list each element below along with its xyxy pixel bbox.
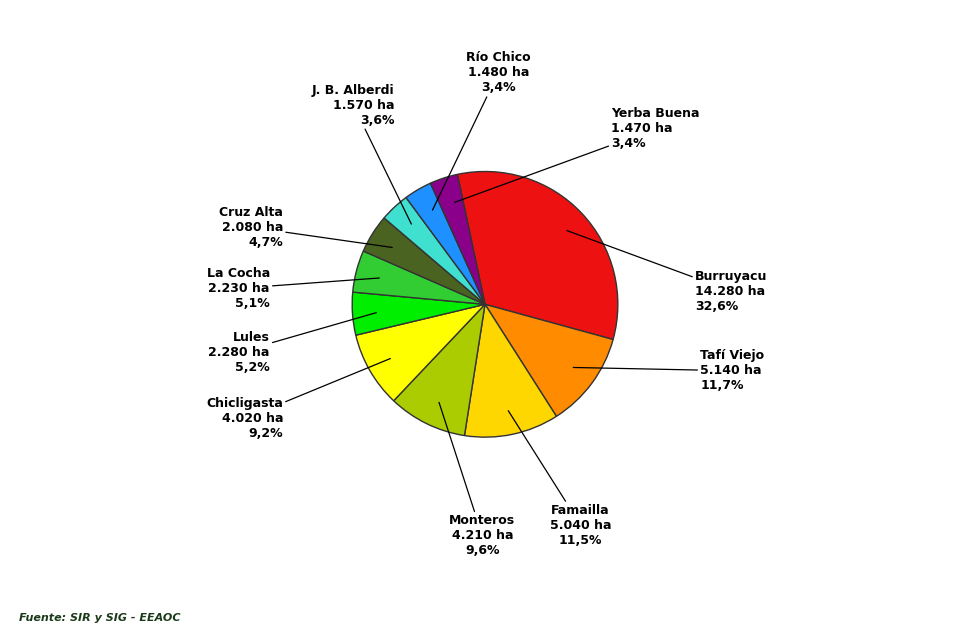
Wedge shape <box>484 304 612 417</box>
Wedge shape <box>352 292 484 335</box>
Wedge shape <box>393 304 484 436</box>
Text: Río Chico
1.480 ha
3,4%: Río Chico 1.480 ha 3,4% <box>432 51 530 210</box>
Text: La Cocha
2.230 ha
5,1%: La Cocha 2.230 ha 5,1% <box>206 267 379 310</box>
Wedge shape <box>430 174 484 304</box>
Wedge shape <box>457 171 617 339</box>
Wedge shape <box>406 183 484 304</box>
Text: Chicligasta
4.020 ha
9,2%: Chicligasta 4.020 ha 9,2% <box>206 358 390 440</box>
Text: Cruz Alta
2.080 ha
4,7%: Cruz Alta 2.080 ha 4,7% <box>219 206 391 249</box>
Wedge shape <box>363 218 484 304</box>
Text: Burruyacu
14.280 ha
32,6%: Burruyacu 14.280 ha 32,6% <box>566 231 766 313</box>
Text: Famailla
5.040 ha
11,5%: Famailla 5.040 ha 11,5% <box>508 411 610 547</box>
Text: Tafí Viejo
5.140 ha
11,7%: Tafí Viejo 5.140 ha 11,7% <box>573 349 764 392</box>
Wedge shape <box>384 198 484 304</box>
Wedge shape <box>356 304 484 401</box>
Text: Lules
2.280 ha
5,2%: Lules 2.280 ha 5,2% <box>208 313 376 373</box>
Text: Fuente: SIR y SIG - EEAOC: Fuente: SIR y SIG - EEAOC <box>19 613 180 623</box>
Text: J. B. Alberdi
1.570 ha
3,6%: J. B. Alberdi 1.570 ha 3,6% <box>312 84 411 224</box>
Text: Yerba Buena
1.470 ha
3,4%: Yerba Buena 1.470 ha 3,4% <box>454 108 699 202</box>
Wedge shape <box>353 251 484 304</box>
Wedge shape <box>464 304 556 437</box>
Text: Monteros
4.210 ha
9,6%: Monteros 4.210 ha 9,6% <box>439 403 515 557</box>
